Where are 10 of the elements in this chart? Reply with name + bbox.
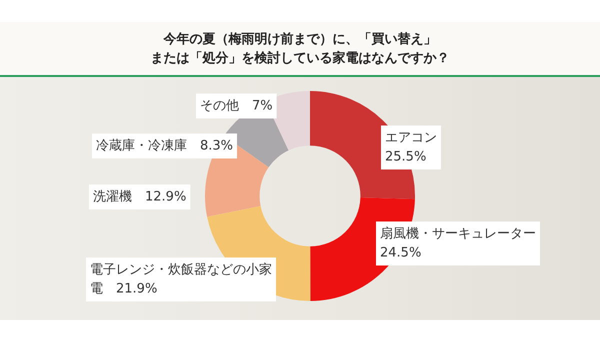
data-label: 24.5%: [380, 245, 422, 260]
slice-label: エアコン: [385, 130, 437, 146]
chart-title: 今年の夏（梅雨明け前まで）に、「買い替え」: [162, 31, 438, 49]
slice-label: 冷蔵庫・冷凍庫 8.3%: [96, 137, 234, 154]
slice-label: 洗濯機 12.9%: [93, 189, 186, 204]
slice-label: 扇風機・サーキュレーター: [380, 225, 536, 242]
slice-label: その他 7%: [200, 98, 273, 114]
slice-label: 電子レンジ・炊飯器などの小家電 21.9%: [90, 261, 272, 296]
chart-subtitle: または「処分」を検討している家電はなんですか？: [150, 50, 450, 68]
data-label: 25.5%: [385, 149, 426, 164]
